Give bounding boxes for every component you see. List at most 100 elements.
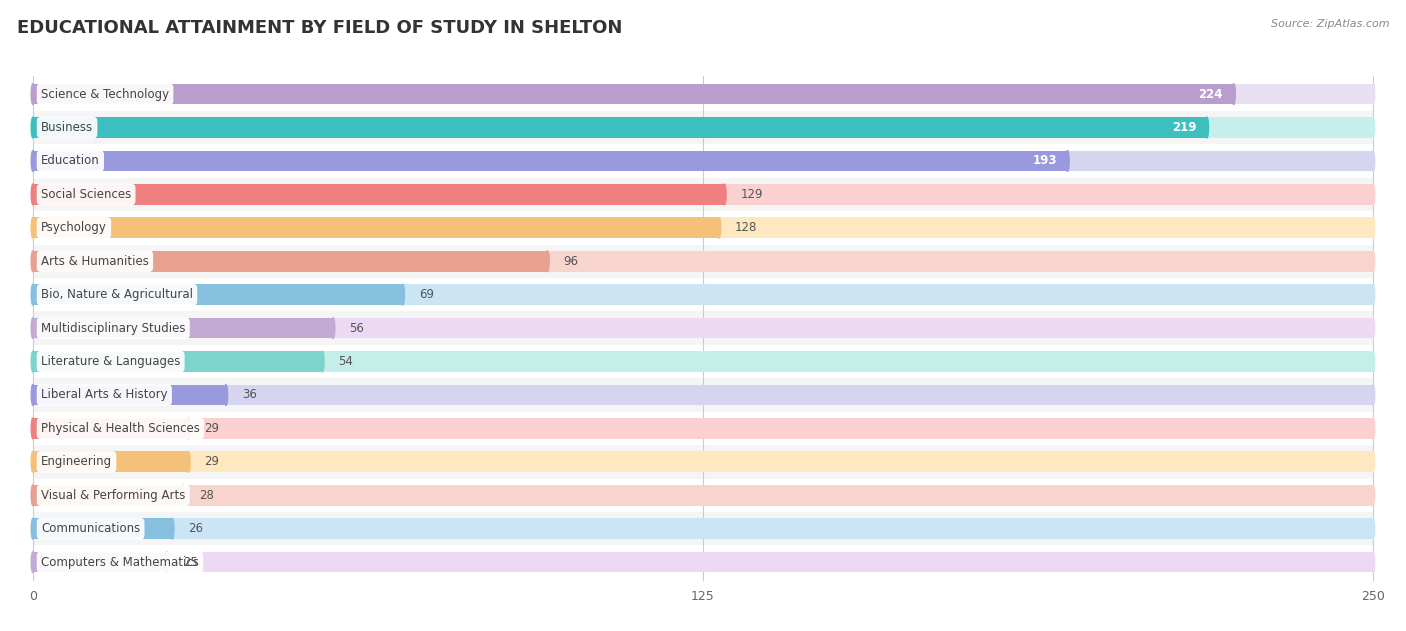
Bar — [32, 251, 547, 271]
Bar — [32, 245, 1374, 278]
Bar — [32, 78, 1374, 111]
Text: 128: 128 — [735, 221, 758, 234]
Bar — [32, 385, 226, 405]
Text: 26: 26 — [188, 522, 204, 535]
Text: 129: 129 — [741, 188, 763, 201]
Circle shape — [31, 551, 35, 572]
Circle shape — [31, 117, 35, 138]
Circle shape — [31, 285, 35, 305]
Bar — [32, 351, 322, 372]
Circle shape — [1371, 518, 1375, 539]
Bar — [32, 351, 1374, 372]
Circle shape — [187, 451, 190, 472]
Text: 25: 25 — [183, 556, 198, 569]
Text: Communications: Communications — [41, 522, 141, 535]
Circle shape — [546, 251, 550, 271]
Circle shape — [31, 351, 35, 372]
Circle shape — [1371, 318, 1375, 338]
Circle shape — [1066, 151, 1069, 172]
Text: 219: 219 — [1171, 121, 1197, 134]
Bar — [32, 211, 1374, 245]
Text: Source: ZipAtlas.com: Source: ZipAtlas.com — [1271, 19, 1389, 29]
Circle shape — [1371, 184, 1375, 205]
Bar — [32, 411, 1374, 445]
Circle shape — [1371, 451, 1375, 472]
Bar — [32, 278, 1374, 312]
Text: 56: 56 — [349, 322, 364, 334]
Circle shape — [723, 184, 725, 205]
Text: Liberal Arts & History: Liberal Arts & History — [41, 389, 167, 401]
Bar — [32, 178, 1374, 211]
Circle shape — [1371, 385, 1375, 405]
Circle shape — [717, 218, 721, 238]
Circle shape — [1371, 218, 1375, 238]
Circle shape — [31, 285, 35, 305]
Bar — [32, 545, 1374, 579]
Bar — [32, 117, 1374, 138]
Circle shape — [1371, 551, 1375, 572]
Bar — [32, 312, 1374, 345]
Circle shape — [1371, 285, 1375, 305]
Circle shape — [31, 151, 35, 172]
Bar — [32, 285, 402, 305]
Text: Literature & Languages: Literature & Languages — [41, 355, 180, 368]
Text: Science & Technology: Science & Technology — [41, 88, 169, 100]
Circle shape — [31, 418, 35, 439]
Circle shape — [187, 418, 190, 439]
Text: 29: 29 — [204, 422, 219, 435]
Circle shape — [321, 351, 323, 372]
Circle shape — [170, 518, 174, 539]
Circle shape — [31, 518, 35, 539]
Text: Visual & Performing Arts: Visual & Performing Arts — [41, 489, 186, 502]
Circle shape — [1371, 151, 1375, 172]
Bar — [32, 485, 1374, 505]
Text: 36: 36 — [242, 389, 257, 401]
Text: 54: 54 — [339, 355, 353, 368]
Text: Psychology: Psychology — [41, 221, 107, 234]
Text: 69: 69 — [419, 288, 434, 301]
Bar — [32, 512, 1374, 545]
Circle shape — [1371, 84, 1375, 105]
Circle shape — [1371, 485, 1375, 505]
Circle shape — [1205, 117, 1209, 138]
Circle shape — [31, 518, 35, 539]
Text: Multidisciplinary Studies: Multidisciplinary Studies — [41, 322, 186, 334]
Circle shape — [166, 551, 169, 572]
Bar — [32, 84, 1233, 105]
Bar — [32, 385, 1374, 405]
Circle shape — [31, 251, 35, 271]
Bar — [32, 151, 1374, 172]
Circle shape — [31, 318, 35, 338]
Circle shape — [1232, 84, 1236, 105]
Text: Education: Education — [41, 155, 100, 167]
Circle shape — [225, 385, 228, 405]
Circle shape — [181, 485, 184, 505]
Bar — [32, 251, 1374, 271]
Bar — [32, 551, 167, 572]
Text: 28: 28 — [200, 489, 214, 502]
Circle shape — [332, 318, 335, 338]
Bar — [32, 451, 188, 472]
Circle shape — [31, 385, 35, 405]
Bar — [32, 451, 1374, 472]
Circle shape — [31, 84, 35, 105]
Bar — [32, 418, 188, 439]
Bar — [32, 518, 1374, 539]
Bar — [32, 84, 1374, 105]
Bar — [32, 117, 1206, 138]
Circle shape — [31, 184, 35, 205]
Circle shape — [31, 485, 35, 505]
Bar — [32, 318, 333, 338]
Circle shape — [1371, 418, 1375, 439]
Text: Bio, Nature & Agricultural: Bio, Nature & Agricultural — [41, 288, 193, 301]
Circle shape — [31, 551, 35, 572]
Circle shape — [31, 451, 35, 472]
Text: 29: 29 — [204, 456, 219, 468]
Circle shape — [31, 184, 35, 205]
Circle shape — [31, 218, 35, 238]
Circle shape — [31, 385, 35, 405]
Circle shape — [1371, 351, 1375, 372]
Circle shape — [31, 251, 35, 271]
Text: Business: Business — [41, 121, 93, 134]
Bar — [32, 445, 1374, 478]
